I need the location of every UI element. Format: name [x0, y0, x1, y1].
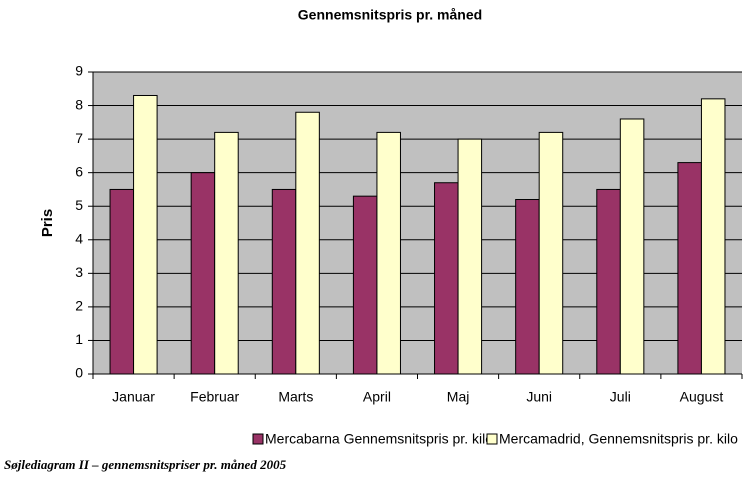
y-tick-label: 5 — [75, 197, 83, 213]
legend-label: Mercabarna Gennemsnitspris pr. kilo — [265, 431, 493, 447]
bar — [434, 182, 459, 375]
y-axis-label: Pris — [39, 209, 56, 237]
x-tick-label: Februar — [190, 389, 239, 405]
bar — [538, 131, 564, 375]
y-tick-label: 9 — [75, 63, 83, 79]
bar — [677, 162, 702, 375]
legend-label: Mercamadrid, Gennemsnitspris pr. kilo — [499, 431, 738, 447]
x-tick-label: Marts — [278, 389, 313, 405]
bar — [190, 172, 216, 375]
y-tick-label: 4 — [75, 230, 83, 246]
bar — [214, 131, 239, 375]
bar — [352, 195, 378, 375]
bar — [596, 188, 621, 375]
bar — [515, 199, 540, 375]
y-tick-label: 7 — [75, 130, 83, 146]
x-tick-label: August — [680, 389, 724, 405]
y-tick-label: 2 — [75, 298, 83, 314]
y-tick-label: 6 — [75, 163, 83, 179]
y-tick-label: 3 — [75, 264, 83, 280]
chart-title: Gennemsnitspris pr. måned — [298, 7, 482, 23]
x-tick-label: Maj — [447, 389, 470, 405]
plot-area — [93, 72, 742, 374]
bar — [271, 188, 297, 375]
y-tick-label: 1 — [75, 331, 83, 347]
caption: Søjlediagram II – gennemsnitspriser pr. … — [4, 457, 287, 472]
y-tick-label: 8 — [75, 96, 83, 112]
bar — [109, 188, 135, 375]
x-tick-label: Juli — [610, 389, 631, 405]
x-tick-label: Januar — [112, 389, 155, 405]
bar — [295, 111, 320, 375]
legend-swatch — [486, 433, 498, 445]
x-tick-label: April — [363, 389, 391, 405]
bar — [700, 98, 726, 375]
bar — [619, 118, 645, 375]
legend-swatch — [252, 433, 264, 445]
y-tick-label: 0 — [75, 365, 83, 381]
x-tick-label: Juni — [526, 389, 552, 405]
bar — [457, 138, 483, 375]
bar — [133, 94, 158, 375]
bar — [376, 131, 401, 375]
